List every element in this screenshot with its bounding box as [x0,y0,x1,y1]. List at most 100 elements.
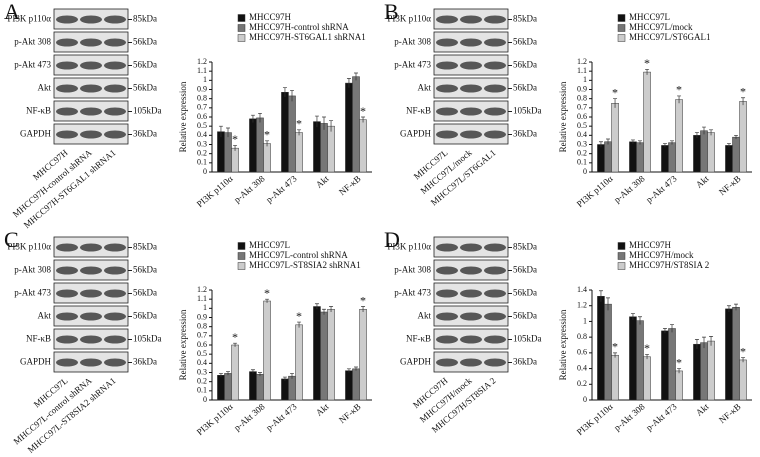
blot-band [484,289,506,298]
blot-band [56,38,78,47]
y-tick-label: 0.9 [197,312,207,321]
size-label: 85kDa [513,242,537,252]
size-label: 56kDa [133,311,157,321]
size-label: 36kDa [513,129,537,139]
row-label: GAPDH [400,129,432,139]
legend-label: MHCC97H/ST8SIA 2 [629,260,709,270]
bar [739,101,747,173]
blot-band [484,107,506,116]
error-bar [630,139,635,144]
size-label: 56kDa [133,265,157,275]
error-bar [677,368,682,374]
legend-label: MHCC97H/mock [629,250,694,260]
y-tick-label: 0.2 [577,379,587,388]
blot-band [80,107,102,116]
row-label: PI3K p110α [387,242,431,252]
row-label: NF-κB [26,334,51,344]
legend-swatch [617,242,626,250]
row-label: p-Akt 308 [394,37,431,47]
x-tick-label: p-Akt 473 [644,173,679,205]
blot-band [436,358,458,367]
size-label: 56kDa [133,60,157,70]
row-label: p-Akt 473 [14,60,51,70]
x-tick-label: p-Akt 473 [644,401,679,433]
error-bar [677,95,682,104]
legend-swatch [617,262,626,270]
error-bar [670,140,674,145]
bar [224,132,232,173]
legend-label: MHCC97H-control shRNA [249,22,349,32]
size-label: 56kDa [513,60,537,70]
y-tick-label: 0.4 [577,130,587,139]
bar [611,354,619,401]
blot-band [436,38,458,47]
legend-swatch [617,24,626,32]
blot-band [484,61,506,70]
panel-letter: B [384,0,399,24]
y-tick-label: 0.8 [577,332,587,341]
blot-band [460,130,482,139]
y-tick-label: 1.2 [197,285,207,294]
y-tick-label: 1.1 [577,66,587,75]
error-bar [322,116,326,130]
legend-swatch [617,252,626,260]
y-tick-label: 0.1 [577,158,587,167]
blot-band [56,130,78,139]
x-tick-label: PI3K p110α [575,173,615,209]
blot-band [104,289,126,298]
bar [693,343,701,401]
lane-label: MHCC97H-ST6GAL1 shRNA1 [22,147,118,230]
error-bar [638,316,642,325]
bar [288,95,296,173]
significance-mark: * [296,309,302,323]
y-tick-label: 0.7 [197,331,207,340]
error-bar [361,306,366,312]
significance-mark: * [740,344,746,358]
significance-mark: * [676,83,682,97]
y-tick-label: 0.3 [197,367,207,376]
bar [700,342,708,401]
error-bar [322,308,326,315]
error-bar [606,297,610,311]
blot-band [436,289,458,298]
row-label: GAPDH [20,357,52,367]
error-bar [297,321,302,328]
legend-label: MHCC97L [249,240,290,250]
size-label: 36kDa [133,129,157,139]
size-label: 85kDa [133,242,157,252]
blot-band [436,15,458,24]
significance-mark: * [644,56,650,70]
bar [288,375,296,401]
bar [359,309,367,401]
y-tick-label: 0.8 [577,93,587,102]
error-bar [250,114,255,123]
blot-band [460,15,482,24]
blot-band [80,335,102,344]
x-tick-label: NF-κB [337,173,363,197]
bar [675,370,683,401]
y-axis-label: Relative expression [178,81,188,152]
error-bar [694,339,699,349]
blot-band [460,243,482,252]
y-tick-label: 0.4 [197,130,207,139]
error-bar [233,145,238,151]
error-bar [598,290,603,302]
bar [732,307,740,401]
blot-band [56,289,78,298]
x-tick-label: p-Akt 308 [612,401,647,433]
blot-band [436,61,458,70]
y-tick-label: 0.7 [197,103,207,112]
size-label: 105kDa [133,334,162,344]
y-tick-label: 0.4 [197,358,207,367]
x-tick-label: NF-κB [717,401,743,425]
y-tick-label: 1.2 [577,57,587,66]
legend-label: MHCC97H-ST6GAL1 shRNA1 [249,32,366,42]
error-bar [598,141,603,148]
error-bar [346,78,351,88]
blot-band [104,84,126,93]
legend-swatch [237,34,246,42]
error-bar [314,115,319,128]
legend-label: MHCC97L-ST8SIA2 shRNA1 [249,260,361,270]
y-tick-label: 0.5 [197,121,207,130]
y-tick-label: 0.2 [197,148,207,157]
